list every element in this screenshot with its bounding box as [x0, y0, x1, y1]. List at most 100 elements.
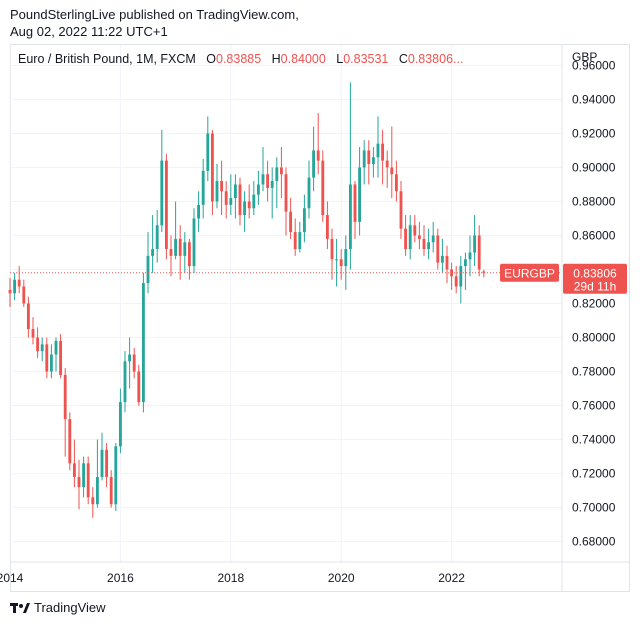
candle[interactable] [408, 215, 412, 260]
candle[interactable] [233, 174, 237, 219]
candle[interactable] [91, 487, 95, 518]
candle[interactable] [459, 255, 463, 304]
candle[interactable] [289, 198, 293, 239]
candle[interactable] [261, 147, 265, 192]
candle[interactable] [137, 364, 141, 406]
candle[interactable] [243, 191, 247, 233]
candle[interactable] [160, 130, 164, 233]
candle[interactable] [302, 194, 306, 243]
candle[interactable] [238, 177, 242, 226]
candle[interactable] [450, 262, 454, 290]
candle[interactable] [59, 334, 63, 379]
candle[interactable] [197, 191, 201, 233]
footer-brand[interactable]: TradingView [10, 600, 106, 615]
candle[interactable] [36, 327, 40, 358]
candle[interactable] [86, 456, 90, 505]
candle[interactable] [298, 221, 302, 253]
candle[interactable] [270, 167, 274, 219]
candle[interactable] [31, 317, 35, 345]
candle[interactable] [132, 347, 136, 379]
candle[interactable] [95, 439, 99, 508]
candle[interactable] [151, 215, 155, 273]
candle[interactable] [192, 208, 196, 273]
candle[interactable] [8, 277, 12, 307]
candle[interactable] [473, 215, 477, 267]
candle[interactable] [413, 215, 417, 243]
candle[interactable] [348, 82, 352, 270]
candle[interactable] [118, 388, 122, 454]
candle[interactable] [22, 279, 26, 307]
candle[interactable] [279, 147, 283, 199]
candle[interactable] [312, 126, 316, 192]
candle[interactable] [256, 170, 260, 205]
symbol-legend[interactable]: Euro / British Pound, 1M, FXCM O0.83885 … [18, 52, 463, 66]
candle[interactable] [229, 174, 233, 216]
candle[interactable] [178, 225, 182, 280]
candle[interactable] [40, 337, 44, 362]
candle[interactable] [82, 456, 86, 498]
candle[interactable] [381, 130, 385, 185]
candle[interactable] [371, 147, 375, 178]
candle[interactable] [45, 337, 49, 379]
candle[interactable] [105, 442, 109, 488]
candle[interactable] [367, 140, 371, 185]
candle[interactable] [26, 296, 30, 338]
candle[interactable] [174, 201, 178, 260]
candle[interactable] [17, 266, 21, 294]
candle[interactable] [376, 116, 380, 178]
candle[interactable] [252, 181, 256, 216]
candle[interactable] [482, 269, 486, 278]
candle[interactable] [68, 412, 72, 471]
candle[interactable] [183, 232, 187, 273]
candle[interactable] [210, 130, 214, 216]
candle[interactable] [344, 235, 348, 290]
candle[interactable] [275, 157, 279, 209]
candle[interactable] [316, 113, 320, 175]
candle[interactable] [146, 232, 150, 294]
candle[interactable] [477, 225, 481, 277]
candle[interactable] [224, 181, 228, 219]
candle[interactable] [390, 126, 394, 199]
candle[interactable] [128, 337, 132, 389]
candle[interactable] [339, 249, 343, 280]
candle[interactable] [445, 245, 449, 284]
candle[interactable] [468, 235, 472, 277]
candle[interactable] [13, 272, 17, 301]
candle[interactable] [100, 432, 104, 481]
candle[interactable] [187, 238, 191, 280]
candle[interactable] [307, 160, 311, 219]
legend-more[interactable]: ... [453, 52, 464, 66]
candle[interactable] [123, 351, 127, 413]
candle[interactable] [353, 181, 357, 239]
candle[interactable] [169, 235, 173, 277]
candle[interactable] [385, 150, 389, 188]
candle[interactable] [335, 238, 339, 287]
candle[interactable] [164, 153, 168, 260]
candle[interactable] [427, 228, 431, 260]
candle[interactable] [109, 470, 113, 508]
candle[interactable] [463, 252, 467, 290]
candle[interactable] [321, 150, 325, 222]
candle[interactable] [63, 368, 67, 457]
candle[interactable] [431, 221, 435, 253]
candle[interactable] [284, 167, 288, 236]
candle[interactable] [141, 272, 145, 413]
candle[interactable] [247, 184, 251, 219]
candle[interactable] [358, 147, 362, 236]
candle[interactable] [399, 181, 403, 239]
candle[interactable] [201, 158, 205, 219]
candle[interactable] [394, 160, 398, 202]
candle[interactable] [417, 221, 421, 250]
candle[interactable] [330, 228, 334, 280]
candle[interactable] [155, 209, 159, 263]
candle[interactable] [72, 439, 76, 488]
candle[interactable] [325, 201, 329, 250]
candle[interactable] [49, 344, 53, 379]
candle[interactable] [266, 160, 270, 202]
candle[interactable] [77, 459, 81, 510]
candle[interactable] [206, 116, 210, 182]
candle[interactable] [362, 140, 366, 185]
candle[interactable] [114, 442, 118, 511]
candle[interactable] [440, 238, 444, 273]
